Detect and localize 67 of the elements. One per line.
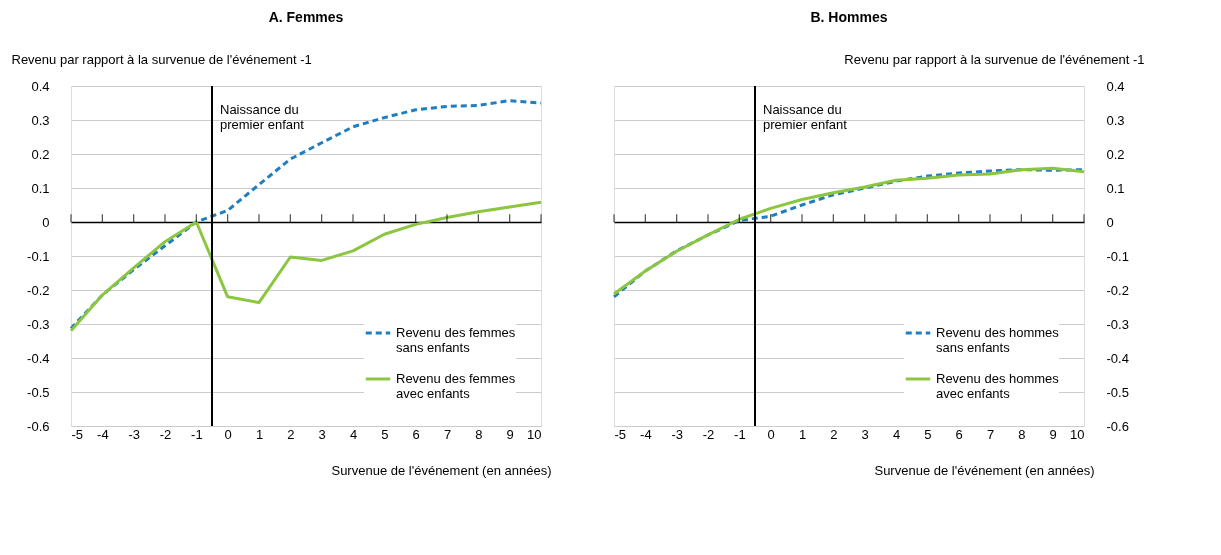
y-tick-label: 0.4 — [31, 78, 50, 94]
x-tick-label: 6 — [412, 426, 420, 442]
x-axis-title: Survenue de l'événement (en années) — [331, 462, 552, 478]
x-tick-label: -2 — [702, 426, 715, 442]
x-tick-label: 1 — [798, 426, 807, 442]
x-tick-label: 4 — [349, 426, 358, 442]
x-tick-label: -1 — [734, 426, 746, 442]
x-tick-label: 7 — [986, 426, 995, 442]
y-tick-label: 0 — [1106, 214, 1114, 230]
x-tick-label: -4 — [97, 426, 109, 442]
ref-line-label: Naissance du premier enfant — [220, 102, 305, 132]
x-tick-label: -1 — [191, 426, 203, 442]
x-tick-label: 10 — [527, 426, 542, 442]
x-tick-label: 5 — [924, 426, 932, 442]
x-tick-label: 0 — [224, 426, 232, 442]
y-axis-title: Revenu par rapport à la survenue de l'événement -1 — [844, 51, 1145, 67]
y-tick-label: 0.2 — [31, 146, 50, 162]
y-tick-label: -0.2 — [1106, 282, 1129, 298]
x-tick-label: 0 — [767, 426, 775, 442]
y-tick-label: -0.4 — [27, 350, 50, 366]
x-axis-title: Survenue de l'événement (en années) — [874, 462, 1095, 478]
x-tick-label: 7 — [443, 426, 452, 442]
y-tick-label: -0.1 — [1106, 248, 1129, 264]
x-tick-label: 2 — [287, 426, 295, 442]
y-tick-label: 0.1 — [1106, 180, 1125, 196]
x-tick-label: 5 — [381, 426, 389, 442]
y-tick-label: -0.4 — [1106, 350, 1129, 366]
x-tick-label: 1 — [255, 426, 264, 442]
y-tick-label: 0.3 — [1106, 112, 1125, 128]
y-tick-label: -0.6 — [1106, 418, 1129, 434]
chart-title: A. Femmes — [268, 9, 344, 25]
chart-title: B. Hommes — [810, 9, 888, 25]
y-tick-label: -0.5 — [1106, 384, 1129, 400]
x-tick-label: 3 — [318, 426, 326, 442]
y-tick-label: 0.1 — [31, 180, 50, 196]
x-tick-label: 10 — [1070, 426, 1085, 442]
y-tick-label: -0.1 — [27, 248, 50, 264]
y-tick-label: 0.2 — [1106, 146, 1125, 162]
x-tick-label: 8 — [1018, 426, 1026, 442]
y-tick-label: -0.6 — [27, 418, 50, 434]
x-tick-label: -5 — [614, 426, 627, 442]
line-series — [69, 99, 543, 330]
x-tick-label: -3 — [671, 426, 683, 442]
x-tick-label: 2 — [830, 426, 838, 442]
x-tick-label: 6 — [955, 426, 963, 442]
y-tick-label: -0.3 — [1106, 316, 1129, 332]
x-tick-label: 9 — [1049, 426, 1057, 442]
x-tick-label: 4 — [892, 426, 901, 442]
ref-line-label: Naissance du premier enfant — [763, 102, 848, 132]
y-tick-label: 0.4 — [1106, 78, 1125, 94]
y-tick-label: 0.3 — [31, 112, 50, 128]
legend-label: Revenu des hommes avec enfants — [936, 371, 1060, 401]
x-tick-label: 9 — [506, 426, 514, 442]
y-tick-label: 0 — [42, 214, 50, 230]
legend-label: Revenu des femmes avec enfants — [396, 371, 516, 401]
y-tick-label: -0.3 — [27, 316, 50, 332]
x-tick-label: 3 — [861, 426, 869, 442]
y-axis-title: Revenu par rapport à la survenue de l'événement -1 — [11, 51, 312, 67]
y-tick-label: -0.5 — [27, 384, 50, 400]
x-tick-label: -2 — [159, 426, 172, 442]
legend-label: Revenu des femmes sans enfants — [396, 325, 516, 355]
x-tick-label: -4 — [640, 426, 652, 442]
x-tick-label: -3 — [128, 426, 140, 442]
x-tick-label: -5 — [71, 426, 84, 442]
legend-label: Revenu des hommes sans enfants — [936, 325, 1060, 355]
y-tick-label: -0.2 — [27, 282, 50, 298]
x-tick-label: 8 — [475, 426, 483, 442]
